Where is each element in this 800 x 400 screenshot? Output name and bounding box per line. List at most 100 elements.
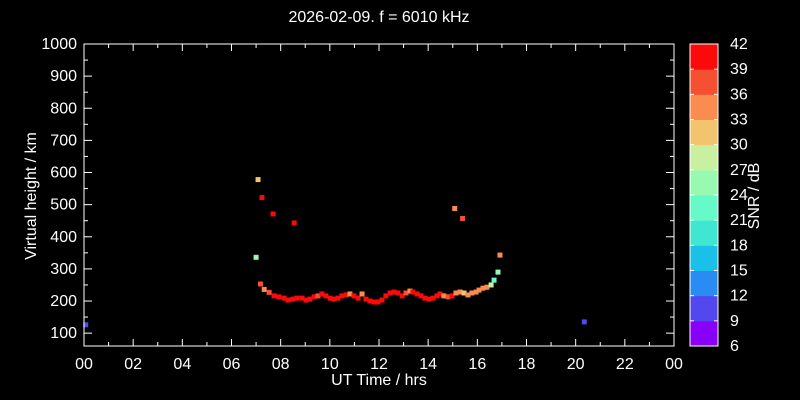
colorbar-segment (690, 94, 718, 120)
x-tick-label: 12 (370, 356, 388, 373)
y-tick-label: 500 (50, 197, 77, 214)
colorbar-tick-label: 27 (730, 162, 748, 179)
data-point (299, 295, 305, 301)
data-point (261, 286, 267, 292)
data-point (359, 291, 365, 297)
data-point (403, 290, 409, 296)
data-point (83, 322, 89, 328)
y-tick-label: 600 (50, 165, 77, 182)
data-point (367, 298, 373, 304)
data-point (488, 282, 494, 288)
colorbar-tick-label: 33 (730, 112, 748, 129)
x-tick-label: 08 (272, 356, 290, 373)
data-point (303, 297, 309, 303)
data-point (449, 293, 455, 299)
data-point (387, 290, 393, 296)
colorbar-segment (690, 144, 718, 171)
y-tick-label: 700 (50, 132, 77, 149)
colorbar-tick-label: 30 (730, 137, 748, 154)
data-point (327, 295, 333, 301)
x-tick-label: 04 (173, 356, 191, 373)
data-point (311, 294, 317, 300)
x-tick-label: 02 (124, 356, 142, 373)
data-point (476, 287, 482, 293)
data-point (441, 293, 447, 299)
data-point (399, 293, 405, 299)
data-point (434, 293, 440, 299)
data-point (407, 288, 413, 294)
data-point (581, 319, 587, 325)
data-point (473, 289, 479, 295)
y-tick-label: 1000 (41, 36, 77, 53)
x-tick-label: 00 (665, 356, 683, 373)
data-point (285, 297, 291, 303)
data-point (331, 296, 337, 302)
colorbar-segment (690, 245, 718, 271)
colorbar-tick-label: 15 (730, 263, 748, 280)
data-point (323, 293, 329, 299)
data-point (410, 289, 416, 295)
data-point (259, 195, 265, 201)
data-point (355, 295, 361, 301)
data-point (453, 290, 459, 296)
colorbar-tick-label: 42 (730, 36, 748, 53)
data-point (379, 297, 385, 303)
data-point (291, 220, 297, 226)
colorbar-segment (690, 270, 718, 297)
data-point (426, 296, 432, 302)
x-tick-label: 00 (75, 356, 93, 373)
data-point (253, 254, 259, 260)
data-point (437, 291, 443, 297)
data-point (461, 290, 467, 296)
chart-title: 2026-02-09. f = 6010 kHz (288, 9, 470, 26)
data-point (347, 291, 353, 297)
data-point (445, 294, 451, 300)
data-point (276, 294, 282, 300)
y-tick-label: 800 (50, 100, 77, 117)
data-point (371, 299, 377, 305)
data-point (383, 293, 389, 299)
x-axis-label: UT Time / hrs (331, 372, 427, 389)
y-tick-label: 400 (50, 229, 77, 246)
data-point (480, 285, 486, 291)
data-point (457, 289, 463, 295)
data-point (452, 205, 458, 211)
data-point (290, 296, 296, 302)
data-point (319, 291, 325, 297)
data-point (484, 284, 490, 290)
data-point (414, 291, 420, 297)
colorbar-tick-label: 6 (730, 338, 739, 355)
data-point (418, 293, 424, 299)
colorbar-tick-label: 36 (730, 86, 748, 103)
x-tick-label: 06 (223, 356, 241, 373)
colorbar-tick-label: 39 (730, 61, 748, 78)
data-point (271, 293, 277, 299)
x-tick-label: 16 (468, 356, 486, 373)
colorbar-segment (690, 69, 718, 95)
colorbar-tick-label: 18 (730, 237, 748, 254)
colorbar-tick-label: 9 (730, 313, 739, 330)
x-tick-label: 18 (518, 356, 536, 373)
colorbar-tick-label: 21 (730, 212, 748, 229)
data-point (363, 296, 369, 302)
data-point (335, 295, 341, 301)
colorbar-segment (690, 320, 718, 347)
colorbar-segment (690, 195, 718, 221)
data-point (281, 295, 287, 301)
colorbar-tick-label: 12 (730, 288, 748, 305)
data-point (391, 289, 397, 295)
data-point (495, 269, 501, 275)
data-point (460, 215, 466, 221)
colorbar-segment (690, 169, 718, 196)
plot-frame (83, 43, 675, 347)
data-point (266, 289, 272, 295)
y-tick-label: 900 (50, 68, 77, 85)
data-point (270, 211, 276, 217)
data-point (351, 293, 357, 299)
colorbar-tick-label: 24 (730, 187, 748, 204)
data-point (339, 293, 345, 299)
colorbar-segment (690, 220, 718, 246)
data-point (255, 177, 261, 183)
x-tick-label: 22 (616, 356, 634, 373)
